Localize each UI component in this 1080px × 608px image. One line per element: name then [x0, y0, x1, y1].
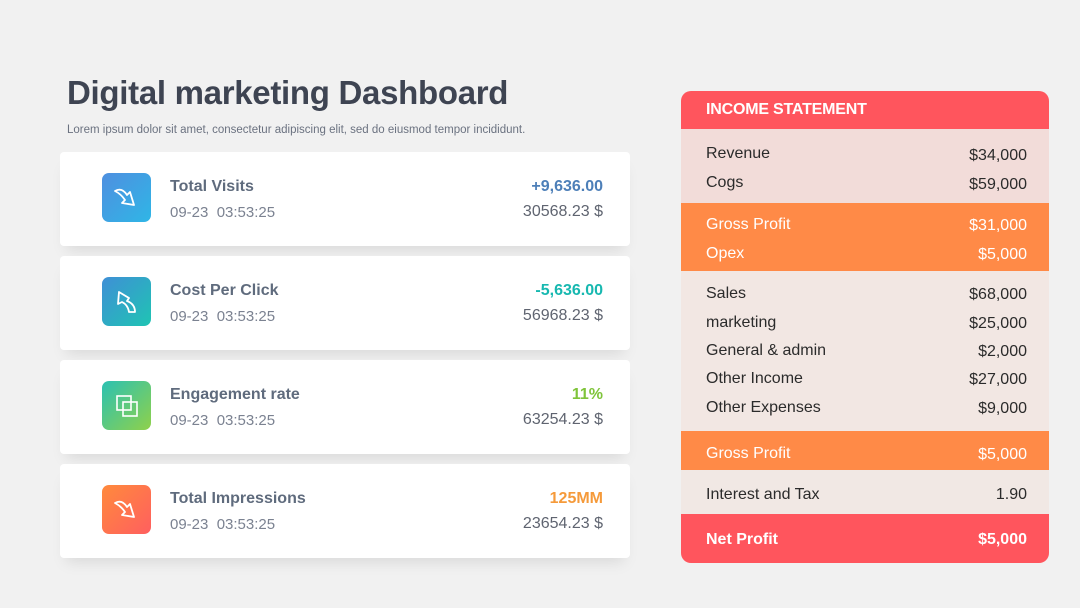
income-band-highlight	[681, 431, 1049, 470]
arrow-up-left-icon	[102, 277, 151, 326]
page-subtitle: Lorem ipsum dolor sit amet, consectetur …	[67, 124, 526, 136]
metric-time: 09-23 03:53:25	[170, 308, 276, 325]
income-row-label: General & admin	[706, 342, 827, 359]
arrow-down-right-icon	[102, 485, 151, 534]
income-row-label: Sales	[706, 285, 747, 302]
metric-card-total-visits[interactable]: Total Visits 09-23 03:53:25 +9,636.00 30…	[60, 152, 630, 246]
metric-change: +9,636.00	[531, 178, 603, 195]
income-row-value: $59,000	[969, 176, 1027, 193]
income-row-value: $25,000	[969, 315, 1027, 332]
metric-amount: 23654.23 $	[522, 515, 603, 532]
income-row-label: Revenue	[706, 145, 771, 162]
metric-change: 11%	[571, 386, 603, 403]
metric-change: -5,636.00	[535, 282, 603, 299]
income-band	[681, 470, 1049, 514]
income-statement-title: INCOME STATEMENT	[706, 101, 867, 118]
income-row-label: marketing	[706, 314, 777, 331]
income-band-total	[681, 514, 1049, 563]
income-row-value: $5,000	[978, 246, 1027, 263]
page-title-rest: Dashboard	[338, 74, 509, 111]
metric-name: Total Visits	[170, 178, 254, 195]
income-row-value: $5,000	[978, 531, 1027, 548]
metric-card-cost-per-click[interactable]: Cost Per Click 09-23 03:53:25 -5,636.00 …	[60, 256, 630, 350]
income-row-label: Gross Profit	[706, 216, 791, 233]
metric-name: Total Impressions	[170, 490, 306, 507]
income-row-value: $68,000	[969, 286, 1027, 303]
income-row-value: $9,000	[978, 400, 1027, 417]
metric-amount: 56968.23 $	[522, 307, 603, 324]
income-row-value: $27,000	[969, 371, 1027, 388]
metric-card-engagement-rate[interactable]: Engagement rate 09-23 03:53:25 11% 63254…	[60, 360, 630, 454]
metric-change: 125MM	[549, 490, 603, 507]
income-row-value: 1.90	[995, 486, 1027, 503]
metric-time: 09-23 03:53:25	[170, 516, 276, 533]
metric-card-total-impressions[interactable]: Total Impressions 09-23 03:53:25 125MM 2…	[60, 464, 630, 558]
income-row-label: Interest and Tax	[706, 486, 820, 503]
income-row-value: $31,000	[969, 217, 1027, 234]
income-row-label: Net Profit	[706, 531, 778, 548]
metric-time: 09-23 03:53:25	[170, 412, 276, 429]
income-row-value: $5,000	[978, 446, 1027, 463]
income-statement-panel: INCOME STATEMENT Revenue $34,000 Cogs $5…	[681, 91, 1049, 563]
metric-amount: 63254.23 $	[522, 411, 603, 428]
page-title-bold: Digital marketing	[67, 74, 330, 111]
metric-name: Cost Per Click	[170, 282, 279, 299]
metric-amount: 30568.23 $	[522, 203, 603, 220]
income-row-value: $2,000	[978, 343, 1027, 360]
income-band	[681, 271, 1049, 431]
page-title: Digital marketing Dashboard	[67, 74, 508, 112]
income-band	[681, 129, 1049, 203]
income-band-highlight	[681, 203, 1049, 271]
income-row-value: $34,000	[969, 147, 1027, 164]
squares-icon	[102, 381, 151, 430]
arrow-down-right-icon	[102, 173, 151, 222]
income-row-label: Cogs	[706, 174, 744, 191]
income-row-label: Other Expenses	[706, 399, 821, 416]
income-row-label: Gross Profit	[706, 445, 791, 462]
metric-name: Engagement rate	[170, 386, 300, 403]
metric-time: 09-23 03:53:25	[170, 204, 276, 221]
income-statement-header: INCOME STATEMENT	[681, 91, 1049, 129]
income-row-label: Opex	[706, 245, 745, 262]
income-row-label: Other Income	[706, 370, 803, 387]
